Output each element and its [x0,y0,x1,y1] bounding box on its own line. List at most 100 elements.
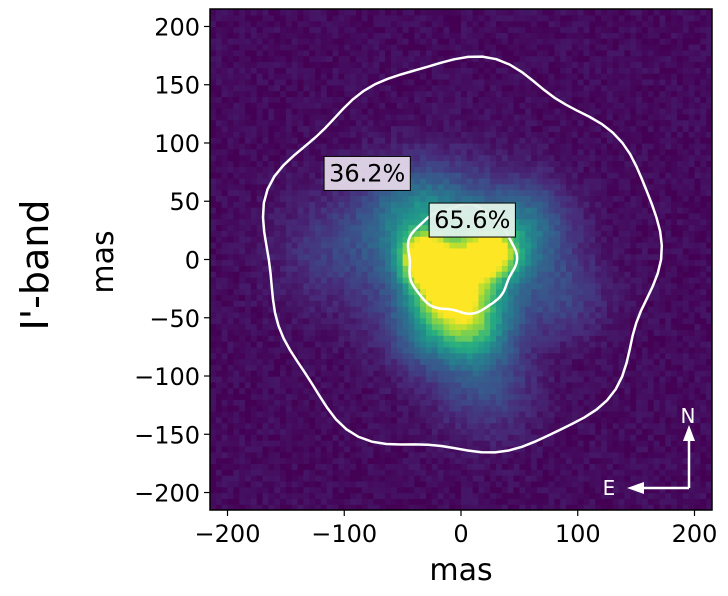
heatmap-cell [385,393,392,400]
heatmap-cell [408,14,415,22]
heatmap-cell [379,323,386,331]
heatmap-cell [215,125,223,132]
heatmap-cell [367,475,375,482]
heatmap-cell [472,259,480,266]
heatmap-cell [239,445,246,453]
heatmap-cell [315,253,322,261]
heatmap-cell [280,49,287,57]
heatmap-cell [250,440,258,447]
heatmap-cell [326,253,334,261]
heatmap-cell [268,113,275,121]
heatmap-cell [431,445,439,453]
heatmap-cell [250,288,258,296]
heatmap-cell [262,247,269,255]
heatmap-cell [425,247,433,255]
heatmap-cell [285,317,293,325]
heatmap-cell [367,276,375,284]
heatmap-cell [455,125,462,132]
heatmap-cell [431,84,439,92]
heatmap-cell [315,271,322,278]
heatmap-cell [361,73,369,80]
heatmap-cell [507,434,515,441]
heatmap-cell [496,84,503,92]
heatmap-cell [437,410,445,418]
heatmap-cell [210,189,217,197]
heatmap-cell [501,399,509,406]
heatmap-cell [490,20,497,28]
heatmap-cell [315,259,322,266]
heatmap-cell [303,306,310,313]
heatmap-cell [542,428,550,435]
heatmap-cell [344,259,351,266]
heatmap-cell [431,329,439,336]
heatmap-cell [285,434,293,441]
heatmap-cell [461,451,468,459]
heatmap-cell [513,142,520,150]
heatmap-cell [536,335,544,342]
heatmap-cell [332,96,340,103]
heatmap-cell [285,253,293,261]
heatmap-cell [478,38,485,45]
heatmap-cell [274,434,281,441]
heatmap-cell [531,469,538,476]
heatmap-cell [291,224,299,231]
heatmap-cell [542,370,550,377]
heatmap-cell [210,142,217,150]
heatmap-cell [496,486,503,494]
heatmap-cell [250,160,258,167]
heatmap-cell [408,26,415,33]
heatmap-cell [525,387,532,395]
heatmap-cell [285,137,293,144]
heatmap-cell [355,288,363,296]
heatmap-cell [291,90,299,97]
heatmap-cell [490,370,497,377]
heatmap-cell [297,265,304,272]
heatmap-cell [542,172,550,179]
heatmap-cell [256,14,264,22]
heatmap-cell [274,329,281,336]
heatmap-cell [414,399,421,406]
heatmap-cell [437,480,445,488]
heatmap-cell [437,49,445,57]
heatmap-cell [531,300,538,307]
heatmap-cell [379,247,386,255]
heatmap-cell [355,102,363,109]
heatmap-cell [210,393,217,400]
heatmap-cell [396,247,404,255]
heatmap-cell [274,457,281,464]
heatmap-cell [233,492,240,499]
heatmap-cell [414,259,421,266]
heatmap-cell [297,26,304,33]
heatmap-cell [414,463,421,470]
heatmap-cell [449,358,456,365]
heatmap-cell [484,183,491,191]
heatmap-cell [507,428,515,435]
heatmap-cell [478,329,485,336]
heatmap-cell [525,259,532,266]
heatmap-cell [455,247,462,255]
heatmap-cell [303,346,310,354]
heatmap-cell [285,43,293,51]
heatmap-cell [262,26,269,33]
heatmap-cell [466,73,474,80]
heatmap-cell [332,84,340,92]
heatmap-cell [472,84,480,92]
heatmap-cell [344,422,351,430]
heatmap-cell [396,148,404,156]
heatmap-cell [461,399,468,406]
heatmap-cell [367,317,375,325]
heatmap-cell [268,306,275,313]
heatmap-cell [455,358,462,365]
heatmap-cell [408,137,415,144]
heatmap-cell [291,399,299,406]
heatmap-cell [531,358,538,365]
heatmap-cell [320,311,328,319]
heatmap-cell [367,20,375,28]
heatmap-cell [326,26,334,33]
heatmap-cell [466,410,474,418]
heatmap-cell [507,475,515,482]
heatmap-cell [291,364,299,371]
heatmap-cell [443,457,450,464]
heatmap-cell [461,428,468,435]
heatmap-cell [227,265,234,272]
